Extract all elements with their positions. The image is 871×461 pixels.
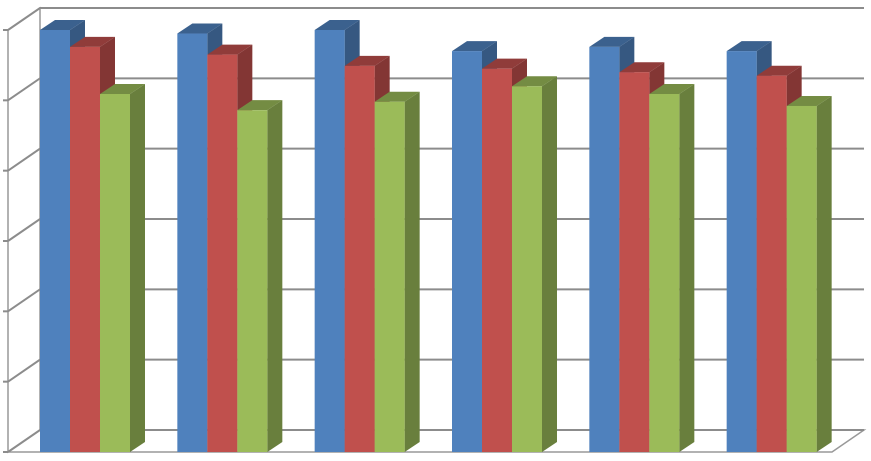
bar-front (70, 46, 100, 452)
bar-top (589, 36, 635, 47)
bar-top (237, 100, 283, 111)
bar-top (177, 23, 223, 34)
bar-front (374, 101, 405, 453)
bar-side (404, 91, 420, 453)
bar-top (207, 44, 253, 55)
bar-front (512, 86, 542, 453)
bar-top (314, 20, 360, 30)
bar-top (40, 20, 85, 30)
bar (512, 76, 557, 453)
bar-front (40, 30, 70, 452)
bar-side (542, 76, 557, 453)
bar-top (649, 84, 695, 95)
bar-front (237, 110, 268, 453)
bar-front (589, 46, 620, 452)
bar (649, 84, 695, 453)
bar-front (314, 30, 345, 452)
bar-top (100, 84, 145, 95)
bar (237, 100, 283, 453)
bar-top (619, 62, 665, 73)
bar-top (374, 91, 420, 102)
bar-top (512, 76, 557, 87)
bar-side (267, 100, 283, 453)
bar-front (100, 94, 130, 453)
bar-front (207, 54, 238, 452)
bar-top (482, 58, 527, 69)
bar-front (649, 94, 680, 453)
bar-top (726, 41, 772, 52)
bar-front (177, 33, 208, 453)
bar-front (344, 65, 375, 453)
bar-top (756, 65, 802, 76)
grid-line (7, 7, 864, 31)
bar-front (619, 72, 650, 452)
bar-side (816, 95, 832, 453)
bar-front (786, 105, 817, 453)
bar-top (452, 41, 497, 52)
bar-top (786, 95, 832, 106)
bar-top (70, 36, 115, 47)
bar-front (726, 51, 757, 452)
bar-front (452, 51, 482, 452)
bar (100, 84, 145, 453)
bar-top (344, 55, 390, 66)
bar-front (756, 75, 787, 452)
bar (374, 91, 420, 453)
bar-front (482, 68, 512, 452)
bar (786, 95, 832, 453)
bar-side (130, 84, 145, 453)
bar-side (679, 84, 695, 453)
